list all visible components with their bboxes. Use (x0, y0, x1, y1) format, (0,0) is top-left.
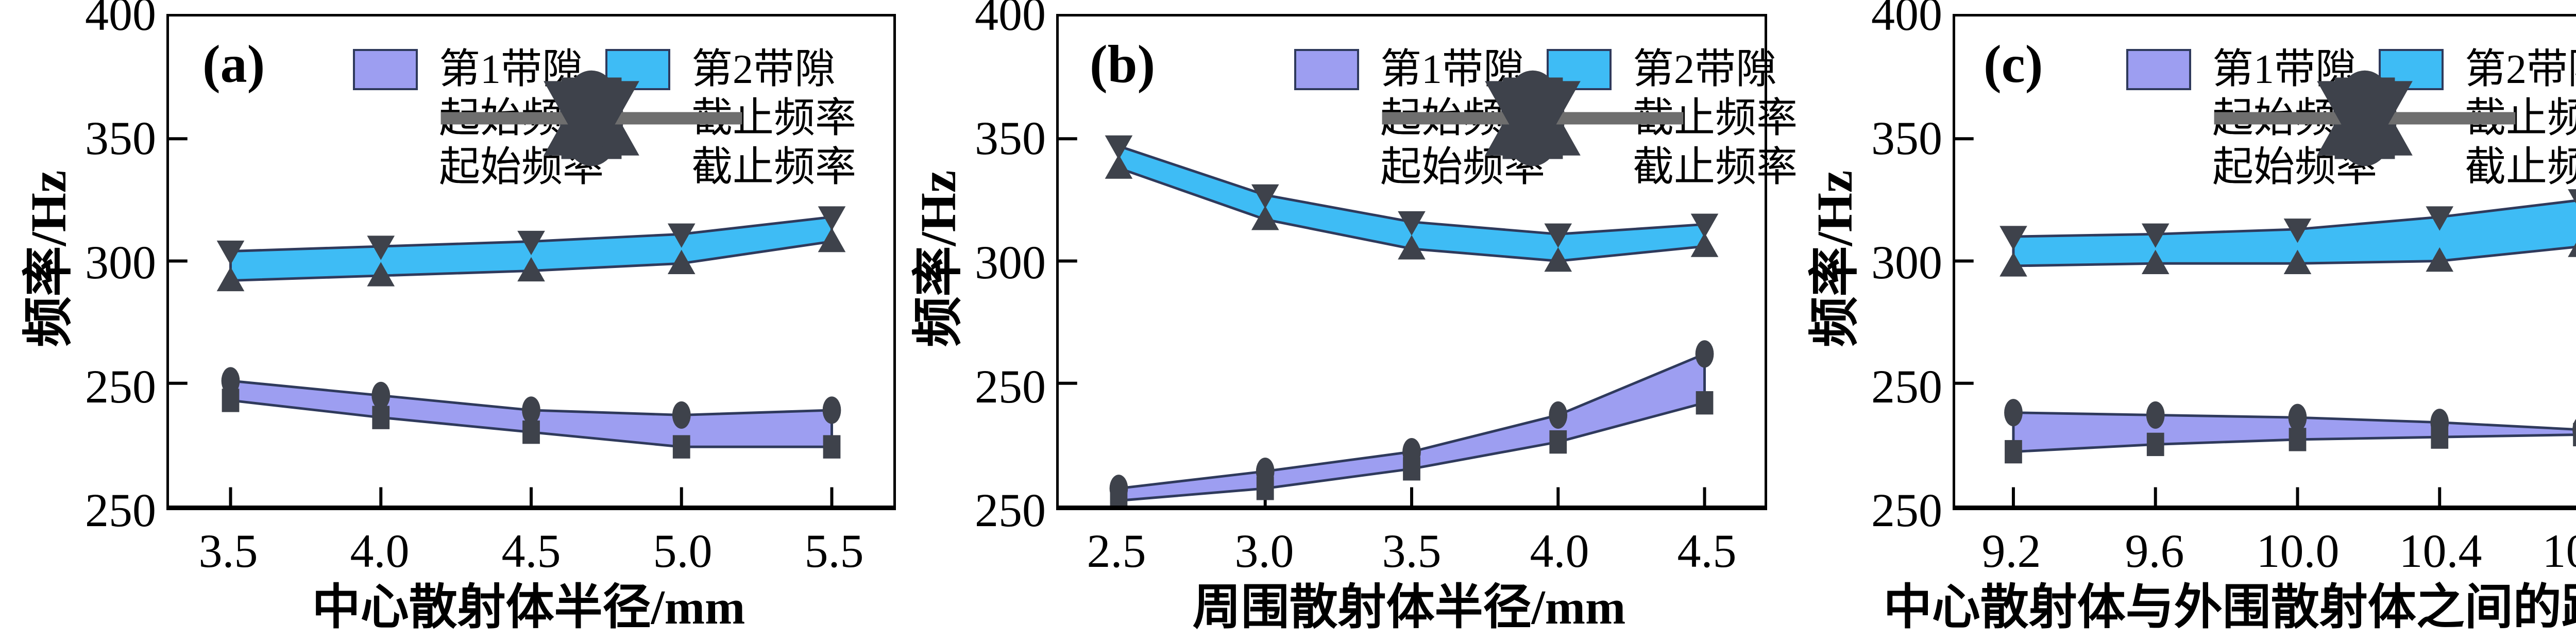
chart-canvas-b (1059, 135, 1719, 506)
x-axis-title-b: 周围散射体半径/mm (1192, 581, 1626, 634)
band1-swatch-icon (339, 48, 432, 90)
x-tick-label: 4.5 (1677, 525, 1737, 577)
band1-swatch-icon (1280, 48, 1373, 90)
y-tick-label: 400 (85, 0, 156, 40)
legend-item-band2-cutoff: 截止频率 (2214, 81, 2576, 189)
chart-canvas-c (1955, 137, 2576, 506)
triangle-down-marker-icon (1382, 81, 1684, 188)
y-tick-label: 400 (975, 0, 1046, 40)
legend-item-band2: 第2带隙 (1533, 47, 1785, 91)
panel-tag-b: (b) (1090, 35, 1156, 94)
x-tick-label: 10.0 (2256, 525, 2340, 577)
x-tick-label: 4.0 (1530, 525, 1589, 577)
x-axis-title-a: 中心散射体半径/mm (312, 581, 745, 634)
plot-area-b: (b) 第1带隙 第2带隙 起始频率 截止频率 (1056, 14, 1798, 510)
panel-tag-c: (c) (1984, 35, 2043, 94)
x-tick-label: 3.0 (1234, 525, 1294, 577)
plot-area-c: (c) 第1带隙 第2带隙 起始频率 截止频率 (1953, 14, 2576, 510)
legend-a: 第1带隙 第2带隙 起始频率 截止频率 (339, 47, 856, 189)
triangle-down-marker-icon (440, 81, 742, 188)
y-tick-label: 250 (1871, 484, 1942, 536)
y-tick-label: 250 (85, 484, 156, 536)
legend-item-band2: 第2带隙 (591, 47, 844, 91)
y-tick-label: 350 (85, 112, 156, 164)
x-tick-label: 2.5 (1087, 525, 1146, 577)
y-tick-label: 300 (85, 236, 156, 289)
x-tick-label: 9.6 (2125, 525, 2184, 577)
x-tick-label: 3.5 (198, 525, 258, 577)
y-tick-label: 400 (1871, 0, 1942, 40)
x-tick-label: 10.8 (2542, 525, 2576, 577)
x-tick-label: 5.0 (653, 525, 713, 577)
x-tick-label: 4.0 (350, 525, 410, 577)
legend-c: 第1带隙 第2带隙 起始频率 截止频率 (2112, 47, 2576, 189)
y-tick-label: 350 (1871, 112, 1942, 164)
panel-tag-a: (a) (202, 35, 265, 94)
band1-swatch-icon (2112, 48, 2205, 90)
legend-item-band1: 第1带隙 (2112, 47, 2365, 91)
x-tick-label: 4.5 (501, 525, 561, 577)
y-tick-label: 250 (975, 360, 1046, 413)
x-axis-title-c: 中心散射体与外围散射体之间的距离/m (1883, 581, 2576, 634)
y-tick-label: 350 (975, 112, 1046, 164)
x-tick-label: 3.5 (1382, 525, 1442, 577)
legend-item-band2-cutoff: 截止频率 (1382, 81, 1798, 189)
y-tick-label: 300 (975, 236, 1046, 289)
y-tick-label: 250 (975, 484, 1046, 536)
y-tick-label: 250 (1871, 360, 1942, 413)
legend-item-band2-cutoff: 截止频率 (440, 81, 856, 189)
triangle-down-marker-icon (2214, 81, 2516, 188)
x-tick-label: 10.4 (2399, 525, 2482, 577)
panel-a: 频率/Hz 400 350 300 250 250 (a) 第1带隙 第2带隙 … (0, 0, 903, 639)
y-tick-label: 250 (85, 360, 156, 413)
y-tick-label: 300 (1871, 236, 1942, 289)
x-tick-label: 5.5 (804, 525, 864, 577)
chart-canvas-a (169, 137, 846, 506)
legend-b: 第1带隙 第2带隙 起始频率 截止频率 (1280, 47, 1798, 189)
plot-area-a: (a) 第1带隙 第2带隙 起始频率 截止频率 (166, 14, 896, 510)
x-tick-label: 9.2 (1981, 525, 2041, 577)
